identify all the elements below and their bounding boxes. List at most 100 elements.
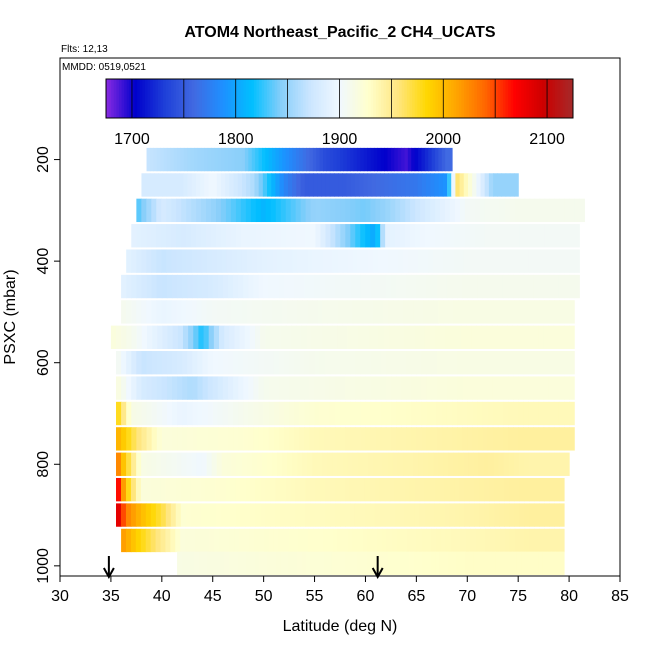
heatmap-cell	[373, 325, 380, 349]
heatmap-cell	[502, 274, 509, 299]
heatmap-cell	[431, 401, 438, 426]
heatmap-cell	[431, 427, 438, 451]
colorbar-swatch	[352, 79, 356, 118]
heatmap-cell	[161, 427, 168, 451]
colorbar-swatch	[461, 79, 465, 118]
heatmap-cell	[239, 528, 245, 553]
heatmap-cell	[283, 528, 290, 553]
heatmap-cell	[365, 401, 372, 426]
heatmap-cell	[404, 477, 411, 502]
heatmap-cell	[435, 325, 441, 349]
heatmap-cell	[131, 351, 137, 375]
heatmap-cell	[141, 401, 148, 426]
heatmap-cell	[116, 401, 122, 426]
heatmap-cell	[121, 300, 127, 324]
heatmap-cell	[216, 198, 222, 223]
heatmap-cell	[390, 401, 397, 426]
heatmap-cell	[181, 452, 188, 476]
heatmap-cell	[190, 477, 197, 502]
heatmap-cell	[207, 376, 214, 400]
heatmap-cell	[350, 198, 356, 223]
heatmap-cell	[176, 198, 182, 223]
colorbar-swatch	[567, 79, 571, 118]
heatmap-cell	[494, 503, 500, 527]
heatmap-cell	[414, 325, 421, 349]
heatmap-cell	[416, 351, 423, 375]
heatmap-cell	[340, 274, 346, 299]
heatmap-cell	[409, 325, 416, 349]
heatmap-cell	[465, 528, 472, 553]
heatmap-cell	[543, 427, 550, 451]
heatmap-cell	[366, 551, 372, 575]
heatmap-cell	[534, 503, 540, 527]
heatmap-cell	[270, 224, 277, 248]
heatmap-cell	[309, 376, 316, 400]
heatmap-cell	[145, 477, 152, 502]
heatmap-cell	[519, 503, 525, 527]
heatmap-cell	[474, 477, 480, 502]
heatmap-cell	[359, 477, 366, 502]
heatmap-cell	[396, 351, 402, 375]
heatmap-cell	[161, 351, 168, 375]
heatmap-cell	[257, 249, 263, 273]
heatmap-cell	[205, 224, 212, 248]
heatmap-cell	[380, 147, 385, 172]
heatmap-cell	[182, 376, 188, 400]
colorbar-swatch	[144, 79, 149, 118]
colorbar-swatch	[139, 79, 143, 118]
heatmap-cell	[272, 147, 277, 172]
heatmap-cell	[284, 274, 290, 299]
heatmap-cell	[327, 325, 333, 349]
heatmap-cell	[160, 503, 167, 527]
heatmap-cell	[324, 401, 331, 426]
heatmap-cell	[509, 477, 515, 502]
heatmap-cell	[145, 173, 151, 197]
heatmap-cell	[334, 274, 341, 299]
colorbar-swatch	[259, 79, 263, 118]
heatmap-cell	[405, 224, 411, 248]
x-tick-label: 50	[255, 588, 273, 605]
heatmap-cell	[272, 249, 278, 273]
heatmap-cell	[440, 528, 447, 553]
heatmap-cell	[521, 551, 526, 575]
heatmap-cell	[289, 351, 295, 375]
heatmap-cell	[569, 300, 575, 324]
heatmap-cell	[228, 427, 234, 451]
heatmap-cell	[136, 401, 143, 426]
heatmap-cell	[340, 401, 346, 426]
heatmap-cell	[390, 198, 396, 223]
heatmap-cell	[233, 401, 239, 426]
colorbar-swatch	[521, 79, 525, 118]
heatmap-cell	[300, 173, 306, 197]
heatmap-cell	[342, 173, 348, 197]
heatmap-cell	[482, 274, 489, 299]
heatmap-cell	[187, 147, 192, 172]
heatmap-cell	[251, 452, 258, 476]
heatmap-cell	[450, 528, 457, 553]
heatmap-cell	[305, 503, 311, 527]
heatmap-cell	[290, 224, 297, 248]
heatmap-cell	[504, 224, 511, 248]
heatmap-cell	[441, 401, 448, 426]
heatmap-cell	[544, 198, 551, 223]
colorbar-swatch	[199, 79, 203, 118]
heatmap-cell	[248, 376, 255, 400]
heatmap-cell	[384, 173, 390, 197]
heatmap-cell	[130, 528, 137, 553]
heatmap-cell	[375, 224, 381, 248]
heatmap-cell	[409, 173, 415, 197]
heatmap-cell	[350, 401, 356, 426]
heatmap-cell	[447, 173, 452, 197]
heatmap-cell	[239, 325, 246, 349]
heatmap-cell	[368, 325, 375, 349]
heatmap-cell	[503, 300, 510, 324]
y-axis-label: PSXC (mbar)	[2, 269, 19, 364]
heatmap-cell	[441, 427, 448, 451]
heatmap-cell	[295, 503, 301, 527]
heatmap-cell	[280, 224, 287, 248]
heatmap-cell	[528, 376, 535, 400]
heatmap-cell	[278, 401, 285, 426]
heatmap-cell	[250, 173, 256, 197]
heatmap-cell	[136, 452, 142, 476]
colorbar-swatch	[279, 79, 283, 118]
